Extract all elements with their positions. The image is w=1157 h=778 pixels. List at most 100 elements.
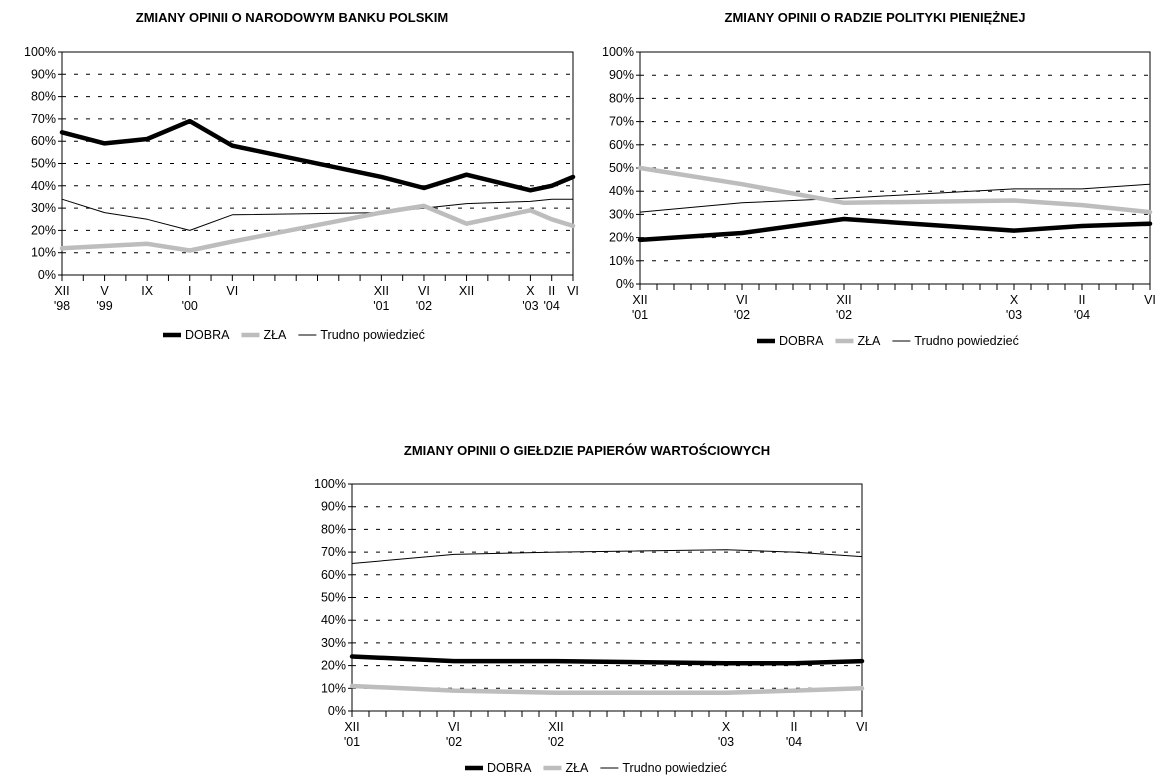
x-tick-label: '02	[734, 308, 750, 322]
x-tick-label: XII	[632, 293, 647, 307]
chart-title: ZMIANY OPINII O GIEŁDZIE PAPIERÓW WARTOŚ…	[404, 443, 770, 458]
x-tick-label: XII	[374, 284, 389, 298]
y-tick-label: 80%	[321, 522, 346, 536]
x-tick-label: XII	[836, 293, 851, 307]
y-tick-label: 30%	[31, 201, 56, 215]
series-line-trudno-powiedzieć	[639, 183, 1151, 213]
legend: DOBRA ZŁA Trudno powiedzieć	[163, 328, 425, 342]
legend-label: ZŁA	[857, 334, 881, 348]
y-tick-label: 80%	[609, 91, 634, 105]
x-tick-label: IX	[141, 284, 153, 298]
x-tick-label: X	[722, 720, 731, 734]
series-line-dobra	[637, 216, 1153, 243]
y-tick-label: 40%	[31, 179, 56, 193]
x-tick-label: VI	[418, 284, 430, 298]
y-tick-label: 0%	[616, 277, 634, 291]
x-tick-label: '04	[544, 299, 560, 313]
y-tick-label: 50%	[321, 591, 346, 605]
x-tick-label: VI	[567, 284, 579, 298]
legend-label: Trudno powiedzieć	[320, 328, 424, 342]
series-line-zła	[349, 683, 865, 696]
series-line-dobra	[59, 118, 576, 193]
x-tick-label: X	[526, 284, 535, 298]
series-line-zła	[59, 203, 576, 253]
x-tick-label: I	[188, 284, 191, 298]
y-tick-label: 30%	[609, 207, 634, 221]
x-tick-label: '02	[836, 308, 852, 322]
chart-3: ZMIANY OPINII O GIEŁDZIE PAPIERÓW WARTOŚ…	[314, 443, 868, 775]
x-tick-label: XII	[54, 284, 69, 298]
x-tick-label: '99	[96, 299, 112, 313]
series-line-dobra	[349, 654, 865, 666]
x-tick-label: V	[100, 284, 109, 298]
x-tick-label: II	[791, 720, 798, 734]
y-tick-label: 40%	[321, 613, 346, 627]
legend-label: ZŁA	[263, 328, 287, 342]
legend: DOBRA ZŁA Trudno powiedzieć	[757, 334, 1019, 348]
x-tick-label: XII	[548, 720, 563, 734]
y-tick-label: 0%	[38, 268, 56, 282]
chart-title: ZMIANY OPINII O NARODOWYM BANKU POLSKIM	[136, 10, 448, 25]
x-tick-label: VI	[1144, 293, 1156, 307]
x-tick-label: '01	[344, 735, 360, 749]
y-tick-label: 100%	[314, 477, 346, 491]
y-tick-label: 100%	[24, 45, 56, 59]
x-tick-label: '98	[54, 299, 70, 313]
x-tick-label: VI	[226, 284, 238, 298]
legend-label: DOBRA	[487, 761, 532, 775]
y-tick-label: 100%	[602, 45, 634, 59]
y-tick-label: 20%	[321, 659, 346, 673]
x-tick-label: '01	[373, 299, 389, 313]
series-line-zła	[637, 165, 1153, 215]
x-tick-label: II	[548, 284, 555, 298]
x-tick-label: XII	[459, 284, 474, 298]
y-tick-label: 10%	[31, 246, 56, 260]
y-tick-label: 90%	[31, 67, 56, 81]
legend: DOBRA ZŁA Trudno powiedzieć	[465, 761, 727, 775]
x-tick-label: VI	[448, 720, 460, 734]
legend-label: Trudno powiedzieć	[914, 334, 1018, 348]
legend-label: DOBRA	[779, 334, 824, 348]
legend-label: ZŁA	[565, 761, 589, 775]
y-tick-label: 50%	[609, 161, 634, 175]
y-tick-label: 80%	[31, 90, 56, 104]
y-tick-label: 10%	[321, 681, 346, 695]
series-line-trudno-powiedzieć	[351, 549, 863, 564]
x-tick-label: '03	[718, 735, 734, 749]
x-tick-label: '02	[548, 735, 564, 749]
y-tick-label: 60%	[609, 138, 634, 152]
x-tick-label: X	[1010, 293, 1019, 307]
legend-label: Trudno powiedzieć	[622, 761, 726, 775]
y-tick-label: 90%	[321, 500, 346, 514]
x-tick-label: XII	[344, 720, 359, 734]
y-tick-label: 60%	[31, 134, 56, 148]
legend-label: DOBRA	[185, 328, 230, 342]
y-tick-label: 20%	[609, 231, 634, 245]
x-tick-label: '02	[446, 735, 462, 749]
y-tick-label: 30%	[321, 636, 346, 650]
y-tick-label: 0%	[328, 704, 346, 718]
x-tick-label: '04	[786, 735, 802, 749]
x-tick-label: II	[1079, 293, 1086, 307]
y-tick-label: 20%	[31, 223, 56, 237]
y-tick-label: 70%	[31, 112, 56, 126]
chart-title: ZMIANY OPINII O RADZIE POLITYKI PIENIĘŻN…	[725, 10, 1026, 25]
chart-2: ZMIANY OPINII O RADZIE POLITYKI PIENIĘŻN…	[602, 10, 1156, 348]
y-tick-label: 40%	[609, 184, 634, 198]
y-tick-label: 70%	[321, 545, 346, 559]
chart-1: ZMIANY OPINII O NARODOWYM BANKU POLSKIM 0…	[24, 10, 579, 342]
x-tick-label: VI	[856, 720, 868, 734]
y-tick-label: 50%	[31, 157, 56, 171]
x-tick-label: '01	[632, 308, 648, 322]
x-tick-label: '02	[416, 299, 432, 313]
y-tick-label: 90%	[609, 68, 634, 82]
y-tick-label: 60%	[321, 568, 346, 582]
y-tick-label: 10%	[609, 254, 634, 268]
x-tick-label: '00	[182, 299, 198, 313]
x-tick-label: '04	[1074, 308, 1090, 322]
x-tick-label: '03	[1006, 308, 1022, 322]
x-tick-label: VI	[736, 293, 748, 307]
y-tick-label: 70%	[609, 115, 634, 129]
x-tick-label: '03	[522, 299, 538, 313]
